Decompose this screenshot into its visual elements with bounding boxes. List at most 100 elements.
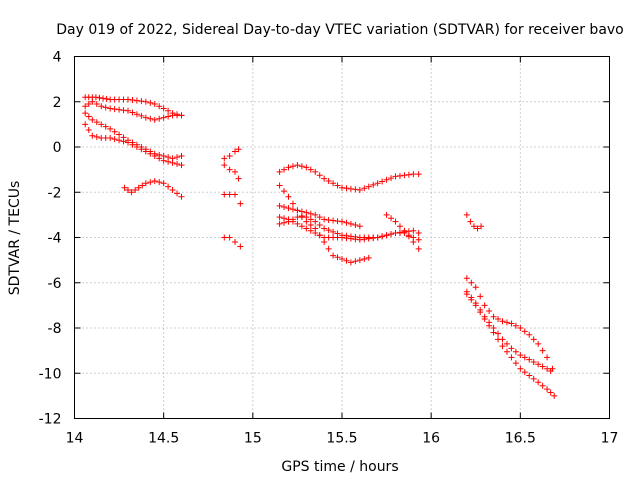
data-point-interp: [468, 294, 475, 301]
data-point: [481, 302, 488, 309]
data-point: [356, 236, 363, 243]
data-point: [535, 340, 542, 347]
data-point-interp: [307, 216, 314, 223]
data-point-interp: [495, 315, 502, 322]
data-point: [526, 331, 533, 338]
data-point-interp: [325, 177, 332, 184]
data-point: [232, 168, 238, 175]
data-point: [339, 234, 345, 241]
data-point-interp: [289, 200, 296, 207]
data-point: [508, 345, 515, 352]
data-point-interp: [370, 181, 377, 188]
data-point: [151, 101, 158, 108]
data-point-interp: [165, 158, 172, 165]
data-point: [463, 288, 470, 295]
data-point-interp: [352, 186, 359, 193]
data-point: [276, 202, 283, 209]
data-point-interp: [298, 163, 305, 170]
data-point-interp: [289, 163, 296, 170]
data-point: [470, 223, 477, 230]
data-point-interp: [343, 219, 350, 226]
data-point-interp: [147, 179, 154, 186]
data-point-interp: [174, 190, 181, 197]
data-point: [535, 379, 542, 386]
data-point-interp: [174, 160, 181, 167]
data-point: [178, 193, 185, 200]
data-point: [276, 220, 283, 227]
data-point: [410, 171, 417, 178]
data-point-interp: [298, 208, 305, 215]
data-point: [339, 218, 345, 225]
y-tick-label: -4: [48, 231, 62, 247]
data-series: [121, 177, 185, 200]
data-point-interp: [165, 107, 172, 114]
data-point-interp: [388, 175, 395, 182]
data-point: [481, 313, 488, 320]
data-point-interp: [343, 185, 350, 192]
data-point: [415, 245, 422, 252]
data-point: [303, 225, 310, 232]
data-point: [294, 220, 301, 227]
data-point: [82, 121, 89, 128]
data-point-interp: [96, 94, 103, 101]
x-tick-label: 14.5: [148, 431, 179, 447]
data-point-interp: [352, 258, 359, 265]
data-point: [169, 159, 176, 166]
data-point: [472, 284, 479, 291]
data-point-interp: [379, 233, 386, 240]
y-tick-label: 0: [53, 140, 62, 156]
data-point: [374, 180, 381, 187]
data-point-interp: [477, 293, 484, 300]
data-point-interp: [307, 210, 314, 217]
data-point: [544, 386, 551, 393]
data-series: [221, 162, 242, 182]
data-point: [142, 98, 149, 105]
data-series: [221, 146, 242, 162]
data-point: [135, 184, 142, 191]
data-point-interp: [512, 360, 519, 367]
data-point-interp: [289, 206, 296, 213]
data-point: [321, 175, 328, 182]
data-series: [276, 182, 372, 266]
data-point-interp: [93, 133, 100, 140]
data-point-interp: [330, 180, 337, 187]
data-point: [169, 186, 176, 193]
data-point-interp: [307, 166, 314, 173]
x-tick-label: 17: [601, 431, 619, 447]
data-point-interp: [93, 101, 100, 108]
data-point-interp: [139, 182, 146, 189]
data-point-interp: [352, 236, 359, 243]
data-point-interp: [133, 97, 140, 104]
data-point: [415, 229, 422, 236]
data-point-interp: [325, 216, 332, 223]
data-point: [151, 177, 158, 184]
x-tick-label: 15: [244, 431, 262, 447]
data-series: [221, 191, 244, 207]
data-point-interp: [334, 182, 341, 189]
data-point: [160, 180, 167, 187]
data-series: [463, 211, 485, 232]
data-point-interp: [281, 166, 288, 173]
data-point: [356, 257, 363, 264]
data-point-interp: [116, 106, 123, 113]
data-point: [401, 227, 408, 234]
data-point-interp: [102, 123, 109, 130]
data-point: [232, 191, 238, 198]
data-series: [463, 288, 554, 374]
data-point-interp: [521, 328, 528, 335]
chart-title: Day 019 of 2022, Sidereal Day-to-day VTE…: [56, 22, 624, 38]
tick-labels-layer: 14 14.5 15 15.5 16 16.5 17 4 2 0 -2 -4 -6 -8 -10 -12: [39, 50, 619, 447]
data-series: [82, 121, 185, 169]
data-point: [160, 114, 167, 121]
data-point: [226, 166, 233, 173]
data-point-interp: [165, 113, 172, 120]
data-point: [415, 236, 422, 243]
data-point: [312, 168, 319, 175]
data-point: [89, 98, 96, 105]
data-point-interp: [388, 215, 395, 222]
data-point: [235, 146, 242, 153]
data-point: [121, 184, 128, 191]
data-point-interp: [111, 128, 118, 135]
data-point: [232, 239, 238, 246]
